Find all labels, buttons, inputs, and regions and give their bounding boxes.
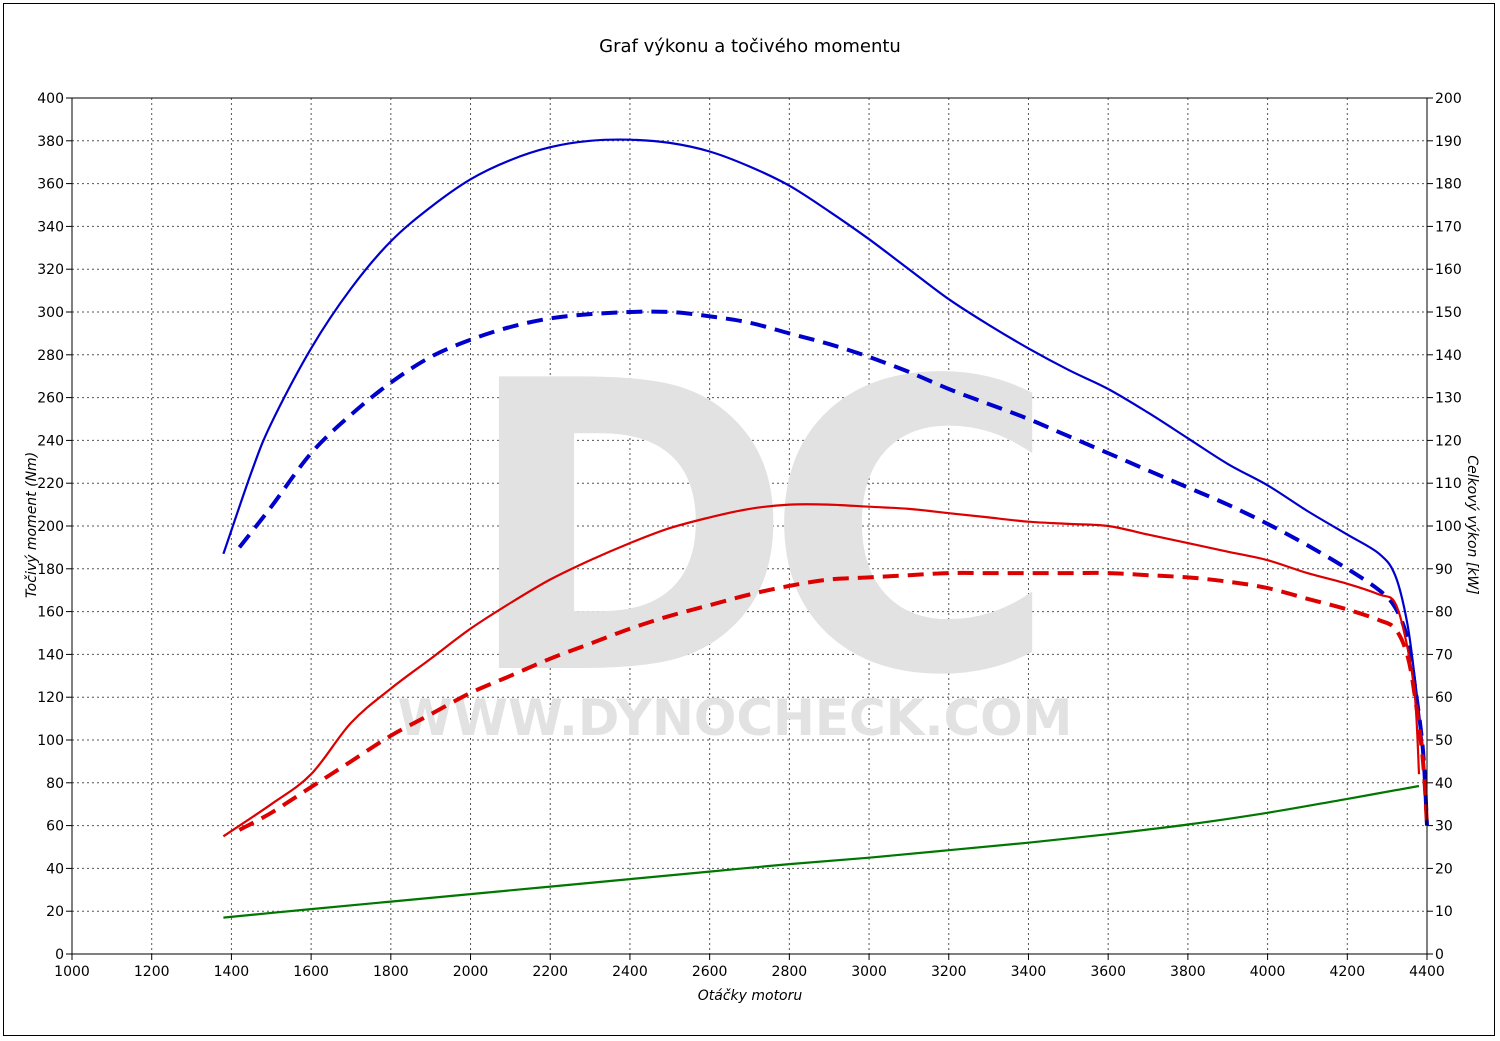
y-left-tick-label: 360 (37, 177, 64, 193)
x-tick-label: 2800 (772, 964, 808, 980)
x-tick-label: 2400 (612, 964, 648, 980)
watermark: DC WWW.DYNOCHECK.COM (398, 298, 1073, 763)
y-right-axis-label: Celkový výkon [kW] (1464, 455, 1480, 594)
y-left-tick-label: 200 (37, 519, 64, 535)
y-left-tick-label: 120 (37, 690, 64, 706)
y-left-tick-label: 40 (46, 861, 64, 877)
y-left-tick-label: 60 (46, 819, 64, 835)
x-tick-label: 2200 (532, 964, 568, 980)
y-right-tick-label: 120 (1435, 433, 1462, 449)
y-left-tick-label: 160 (37, 605, 64, 621)
y-left-tick-label: 180 (37, 562, 64, 578)
x-tick-label: 4400 (1409, 964, 1445, 980)
x-tick-labels: 1000 1200 1400 1600 1800 2000 2200 2400 2600 2800… (54, 954, 1445, 980)
y-right-tick-label: 200 (1435, 91, 1462, 107)
y-right-tick-label: 110 (1435, 476, 1462, 492)
y-right-tick-label: 80 (1435, 605, 1453, 621)
y-right-tick-label: 40 (1435, 776, 1453, 792)
x-tick-label: 3200 (931, 964, 967, 980)
y-left-tick-label: 220 (37, 476, 64, 492)
x-tick-label: 3000 (851, 964, 887, 980)
y-right-tick-label: 50 (1435, 733, 1453, 749)
y-left-tick-label: 100 (37, 733, 64, 749)
x-tick-label: 1400 (214, 964, 250, 980)
series-torque-tuned (222, 138, 1429, 822)
x-tick-label: 1000 (54, 964, 90, 980)
x-tick-label: 4000 (1250, 964, 1286, 980)
series-layer (222, 138, 1429, 919)
watermark-text: WWW.DYNOCHECK.COM (398, 689, 1073, 747)
y-right-tick-label: 180 (1435, 177, 1462, 193)
y-right-tick-label: 90 (1435, 562, 1453, 578)
y-left-tick-label: 0 (55, 947, 64, 963)
y-left-tick-label: 140 (37, 647, 64, 663)
x-tick-label: 3600 (1090, 964, 1126, 980)
x-tick-label: 1200 (134, 964, 170, 980)
y-right-tick-labels: 0 10 20 30 40 50 60 70 80 90 100 110 120 130 140 150 160… (1427, 91, 1462, 963)
y-right-tick-label: 100 (1435, 519, 1462, 535)
y-left-tick-label: 380 (37, 134, 64, 150)
y-right-tick-label: 190 (1435, 134, 1462, 150)
chart-title: Graf výkonu a točivého momentu (599, 36, 901, 57)
y-right-tick-label: 30 (1435, 819, 1453, 835)
y-right-tick-label: 160 (1435, 262, 1462, 278)
x-tick-label: 2000 (453, 964, 489, 980)
y-right-tick-label: 60 (1435, 690, 1453, 706)
x-tick-label: 4200 (1329, 964, 1365, 980)
y-right-tick-label: 10 (1435, 904, 1453, 920)
y-left-tick-label: 340 (37, 219, 64, 235)
x-axis-label: Otáčky motoru (698, 988, 803, 1004)
series-torque-stock (237, 309, 1429, 826)
series-power-tuned (222, 503, 1421, 838)
watermark-logo: DC (462, 298, 1033, 763)
x-tick-label: 3800 (1170, 964, 1206, 980)
y-right-tick-label: 20 (1435, 861, 1453, 877)
y-left-tick-label: 320 (37, 262, 64, 278)
y-left-tick-label: 240 (37, 433, 64, 449)
x-tick-label: 1800 (373, 964, 409, 980)
y-left-tick-label: 80 (46, 776, 64, 792)
y-right-tick-label: 130 (1435, 391, 1462, 407)
y-right-tick-label: 170 (1435, 219, 1462, 235)
y-left-tick-label: 260 (37, 391, 64, 407)
chart-frame (3, 3, 1495, 1036)
x-tick-label: 1600 (293, 964, 329, 980)
y-right-tick-label: 140 (1435, 348, 1462, 364)
y-left-tick-label: 300 (37, 305, 64, 321)
series-loss (223, 784, 1420, 919)
series-power-stock (238, 570, 1429, 832)
y-left-tick-label: 280 (37, 348, 64, 364)
x-tick-label: 3400 (1011, 964, 1047, 980)
y-right-tick-label: 0 (1435, 947, 1444, 963)
y-left-tick-label: 20 (46, 904, 64, 920)
y-left-tick-label: 400 (37, 91, 64, 107)
y-right-tick-label: 70 (1435, 647, 1453, 663)
y-left-tick-labels: 0 20 40 60 80 100 120 140 160 180 200 220 240 260 280 3… (37, 91, 72, 963)
y-left-axis-label: Točivý moment (Nm) (24, 452, 40, 598)
y-right-tick-label: 150 (1435, 305, 1462, 321)
x-tick-label: 2600 (692, 964, 728, 980)
